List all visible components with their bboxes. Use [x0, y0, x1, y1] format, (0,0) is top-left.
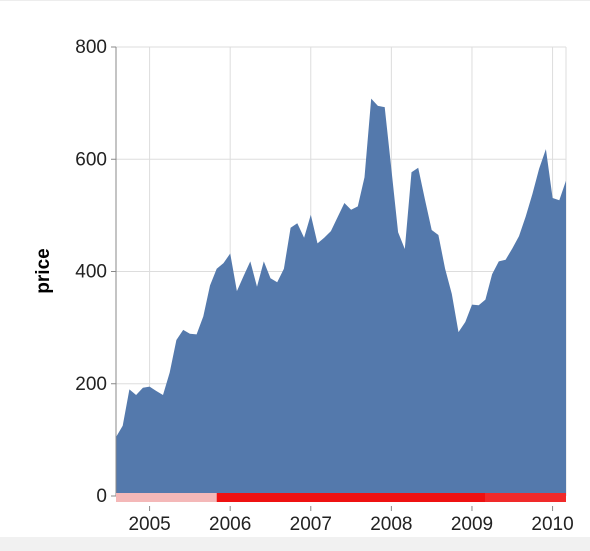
- y-tick-label: 800: [75, 37, 107, 58]
- y-axis-title: price: [33, 248, 54, 293]
- x-tick-label: 2005: [128, 514, 170, 535]
- bottom-band: [0, 537, 590, 551]
- y-tick-label: 200: [75, 374, 107, 395]
- top-divider: [0, 0, 590, 1]
- brush-selection[interactable]: [216, 493, 486, 502]
- brush-bar[interactable]: [116, 493, 566, 502]
- y-tick-label: 400: [75, 262, 107, 283]
- x-axis-ticks: 2005 2006 2007 2008 2009 2010: [128, 506, 574, 535]
- y-tick-label: 0: [96, 486, 107, 507]
- x-tick-label: 2010: [531, 514, 573, 535]
- brush-overlap: [485, 493, 566, 502]
- x-tick-label: 2007: [290, 514, 332, 535]
- y-axis-ticks: 0 200 400 600 800: [75, 37, 116, 507]
- x-tick-label: 2008: [370, 514, 412, 535]
- x-tick-label: 2009: [451, 514, 493, 535]
- x-tick-label: 2006: [209, 514, 251, 535]
- price-area: [116, 98, 566, 496]
- y-tick-label: 600: [75, 149, 107, 170]
